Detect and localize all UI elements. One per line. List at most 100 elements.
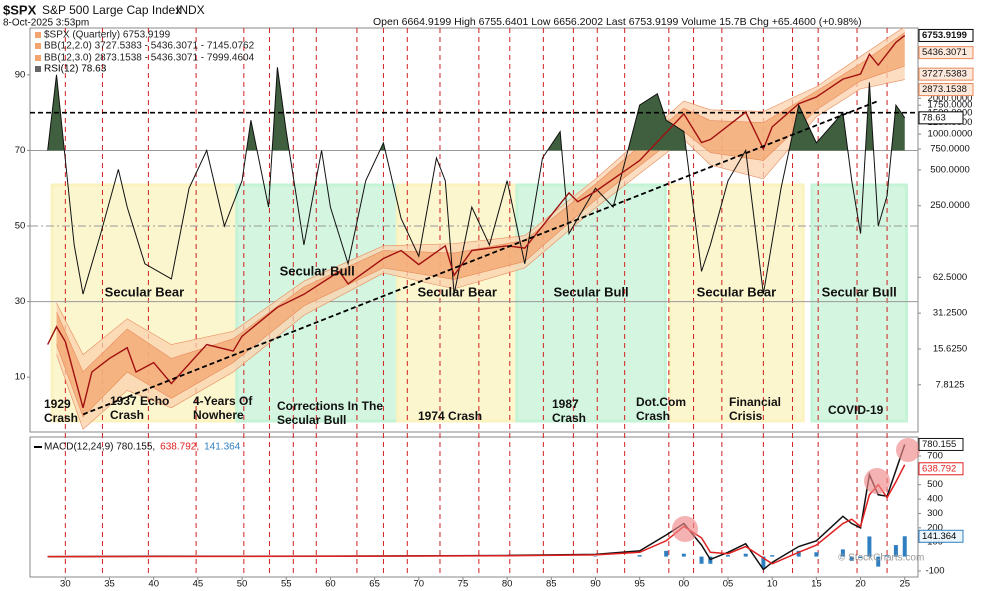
histogram-bar (743, 553, 748, 557)
x-tick-label: 65 (369, 579, 380, 590)
event-label: 1937 Echo (110, 394, 169, 408)
event-label: Crash (636, 409, 670, 423)
symbol: $SPX (3, 2, 37, 17)
trend-line (82, 100, 879, 416)
region-label: Secular Bear (105, 284, 185, 299)
macd-tick-label: 400 (927, 494, 943, 505)
rsi-line (47, 67, 906, 295)
price-flag: 6753.9199 (922, 30, 967, 41)
histogram-bar (699, 556, 704, 564)
regime-region (396, 183, 519, 423)
macd-tick-label: -100 (925, 565, 944, 576)
legend-entry: MACD(12,24,9) 780.155, (44, 442, 155, 453)
histogram-bar (761, 556, 766, 569)
event-label: 1929 (44, 397, 71, 411)
event-label: COVID-19 (828, 403, 884, 417)
y-tick-label: 2000.0000 (928, 93, 973, 104)
histogram-bar (849, 556, 854, 561)
histogram-bar (885, 555, 890, 557)
y-tick-label: 750.0000 (930, 143, 970, 154)
x-tick-label: 90 (590, 579, 601, 590)
x-tick-label: 35 (104, 579, 115, 590)
x-tick-label: 95 (634, 579, 645, 590)
region-label: Secular Bear (417, 284, 497, 299)
x-tick-label: 50 (237, 579, 248, 590)
histogram-bar (840, 549, 845, 557)
x-tick-label: 70 (413, 579, 424, 590)
regime-region (810, 183, 909, 423)
histogram-bar (726, 555, 731, 557)
x-tick-label: 20 (855, 579, 866, 590)
rsi-fill (47, 67, 905, 151)
x-tick-label: 15 (811, 579, 822, 590)
y-tick-label: 1750.0000 (928, 100, 973, 111)
legend-entry: 638.792, (160, 442, 199, 453)
x-tick-label: 55 (281, 579, 292, 590)
histogram-bar (664, 550, 669, 557)
region-label: Secular Bear (697, 284, 777, 299)
macd-tick-label: 700 (927, 450, 943, 461)
background-layer (27, 27, 921, 580)
y-tick-label: 1000.0000 (928, 129, 973, 140)
rsi-tick-label: 10 (15, 372, 26, 383)
index-name: S&P 500 Large Cap Index (42, 3, 181, 17)
rsi-tick-label: 30 (15, 296, 26, 307)
rsi-flag: 78.63 (922, 112, 946, 123)
event-label: Corrections In The (277, 399, 383, 413)
value-flag: 638.792 (922, 463, 956, 474)
histogram-bar (637, 555, 642, 557)
macd-tick-label: 500 (927, 479, 943, 490)
quote: Open 6664.9199 High 6755.6401 Low 6656.2… (373, 16, 862, 28)
price-flag-box (918, 83, 974, 97)
y-tick-label: 7.8125 (935, 379, 964, 390)
event-label: Crisis (729, 409, 763, 423)
exchange: INDX (176, 3, 205, 17)
x-tick-label: 10 (767, 579, 778, 590)
event-label: Crash (552, 411, 586, 425)
event-label: Crash (44, 411, 78, 425)
event-label: Financial (729, 395, 781, 409)
legend-swatch (35, 55, 41, 61)
x-tick-label: 05 (723, 579, 734, 590)
value-flag-box (918, 462, 964, 476)
rsi-flag-box (918, 111, 964, 125)
legend-entry: RSI(12) 78.63 (44, 64, 107, 75)
x-tick-label: 85 (546, 579, 557, 590)
x-tick-label: 40 (148, 579, 159, 590)
legend-entry: BB(12,2.0) 3727.5383 - 5436.3071 - 7145.… (44, 41, 255, 52)
value-flag-box (918, 529, 964, 543)
rsi-tick-label: 50 (15, 221, 26, 232)
price-flag-box (918, 67, 974, 81)
label-layer: $SPX S&P 500 Large Cap Index INDX 8-Oct-… (3, 2, 974, 590)
price-flag: 5436.3071 (922, 47, 967, 58)
legend-entry: 141.364 (204, 442, 241, 453)
x-tick-label: 00 (679, 579, 690, 590)
price-flag: 3727.5383 (922, 69, 967, 80)
event-label: 1987 (552, 397, 579, 411)
y-tick-label: 31.2500 (933, 308, 967, 319)
regime-region (668, 183, 805, 423)
histogram-bar (876, 556, 881, 567)
event-label: Crash (110, 408, 144, 422)
x-tick-label: 45 (193, 579, 204, 590)
x-tick-label: 60 (325, 579, 336, 590)
price-flag-box (918, 46, 974, 60)
y-tick-label: 15.6250 (933, 343, 967, 354)
rsi-tick-label: 90 (15, 69, 26, 80)
credit: © StockCharts.com (838, 553, 924, 564)
band-upper (56, 32, 905, 373)
plot-layer (30, 28, 918, 571)
histogram-bar (893, 545, 898, 557)
macd-line (47, 464, 906, 565)
histogram-bar (814, 552, 819, 557)
regime-region (515, 183, 667, 423)
macd-tick-label: 200 (927, 522, 943, 533)
legend-swatch (35, 32, 41, 38)
x-tick-label: 25 (899, 579, 910, 590)
y-tick-label: 500.0000 (930, 164, 970, 175)
histogram-bar (858, 556, 863, 559)
price-flag: 2873.1538 (922, 84, 967, 95)
legend-swatch (35, 43, 41, 49)
highlight (896, 438, 920, 462)
